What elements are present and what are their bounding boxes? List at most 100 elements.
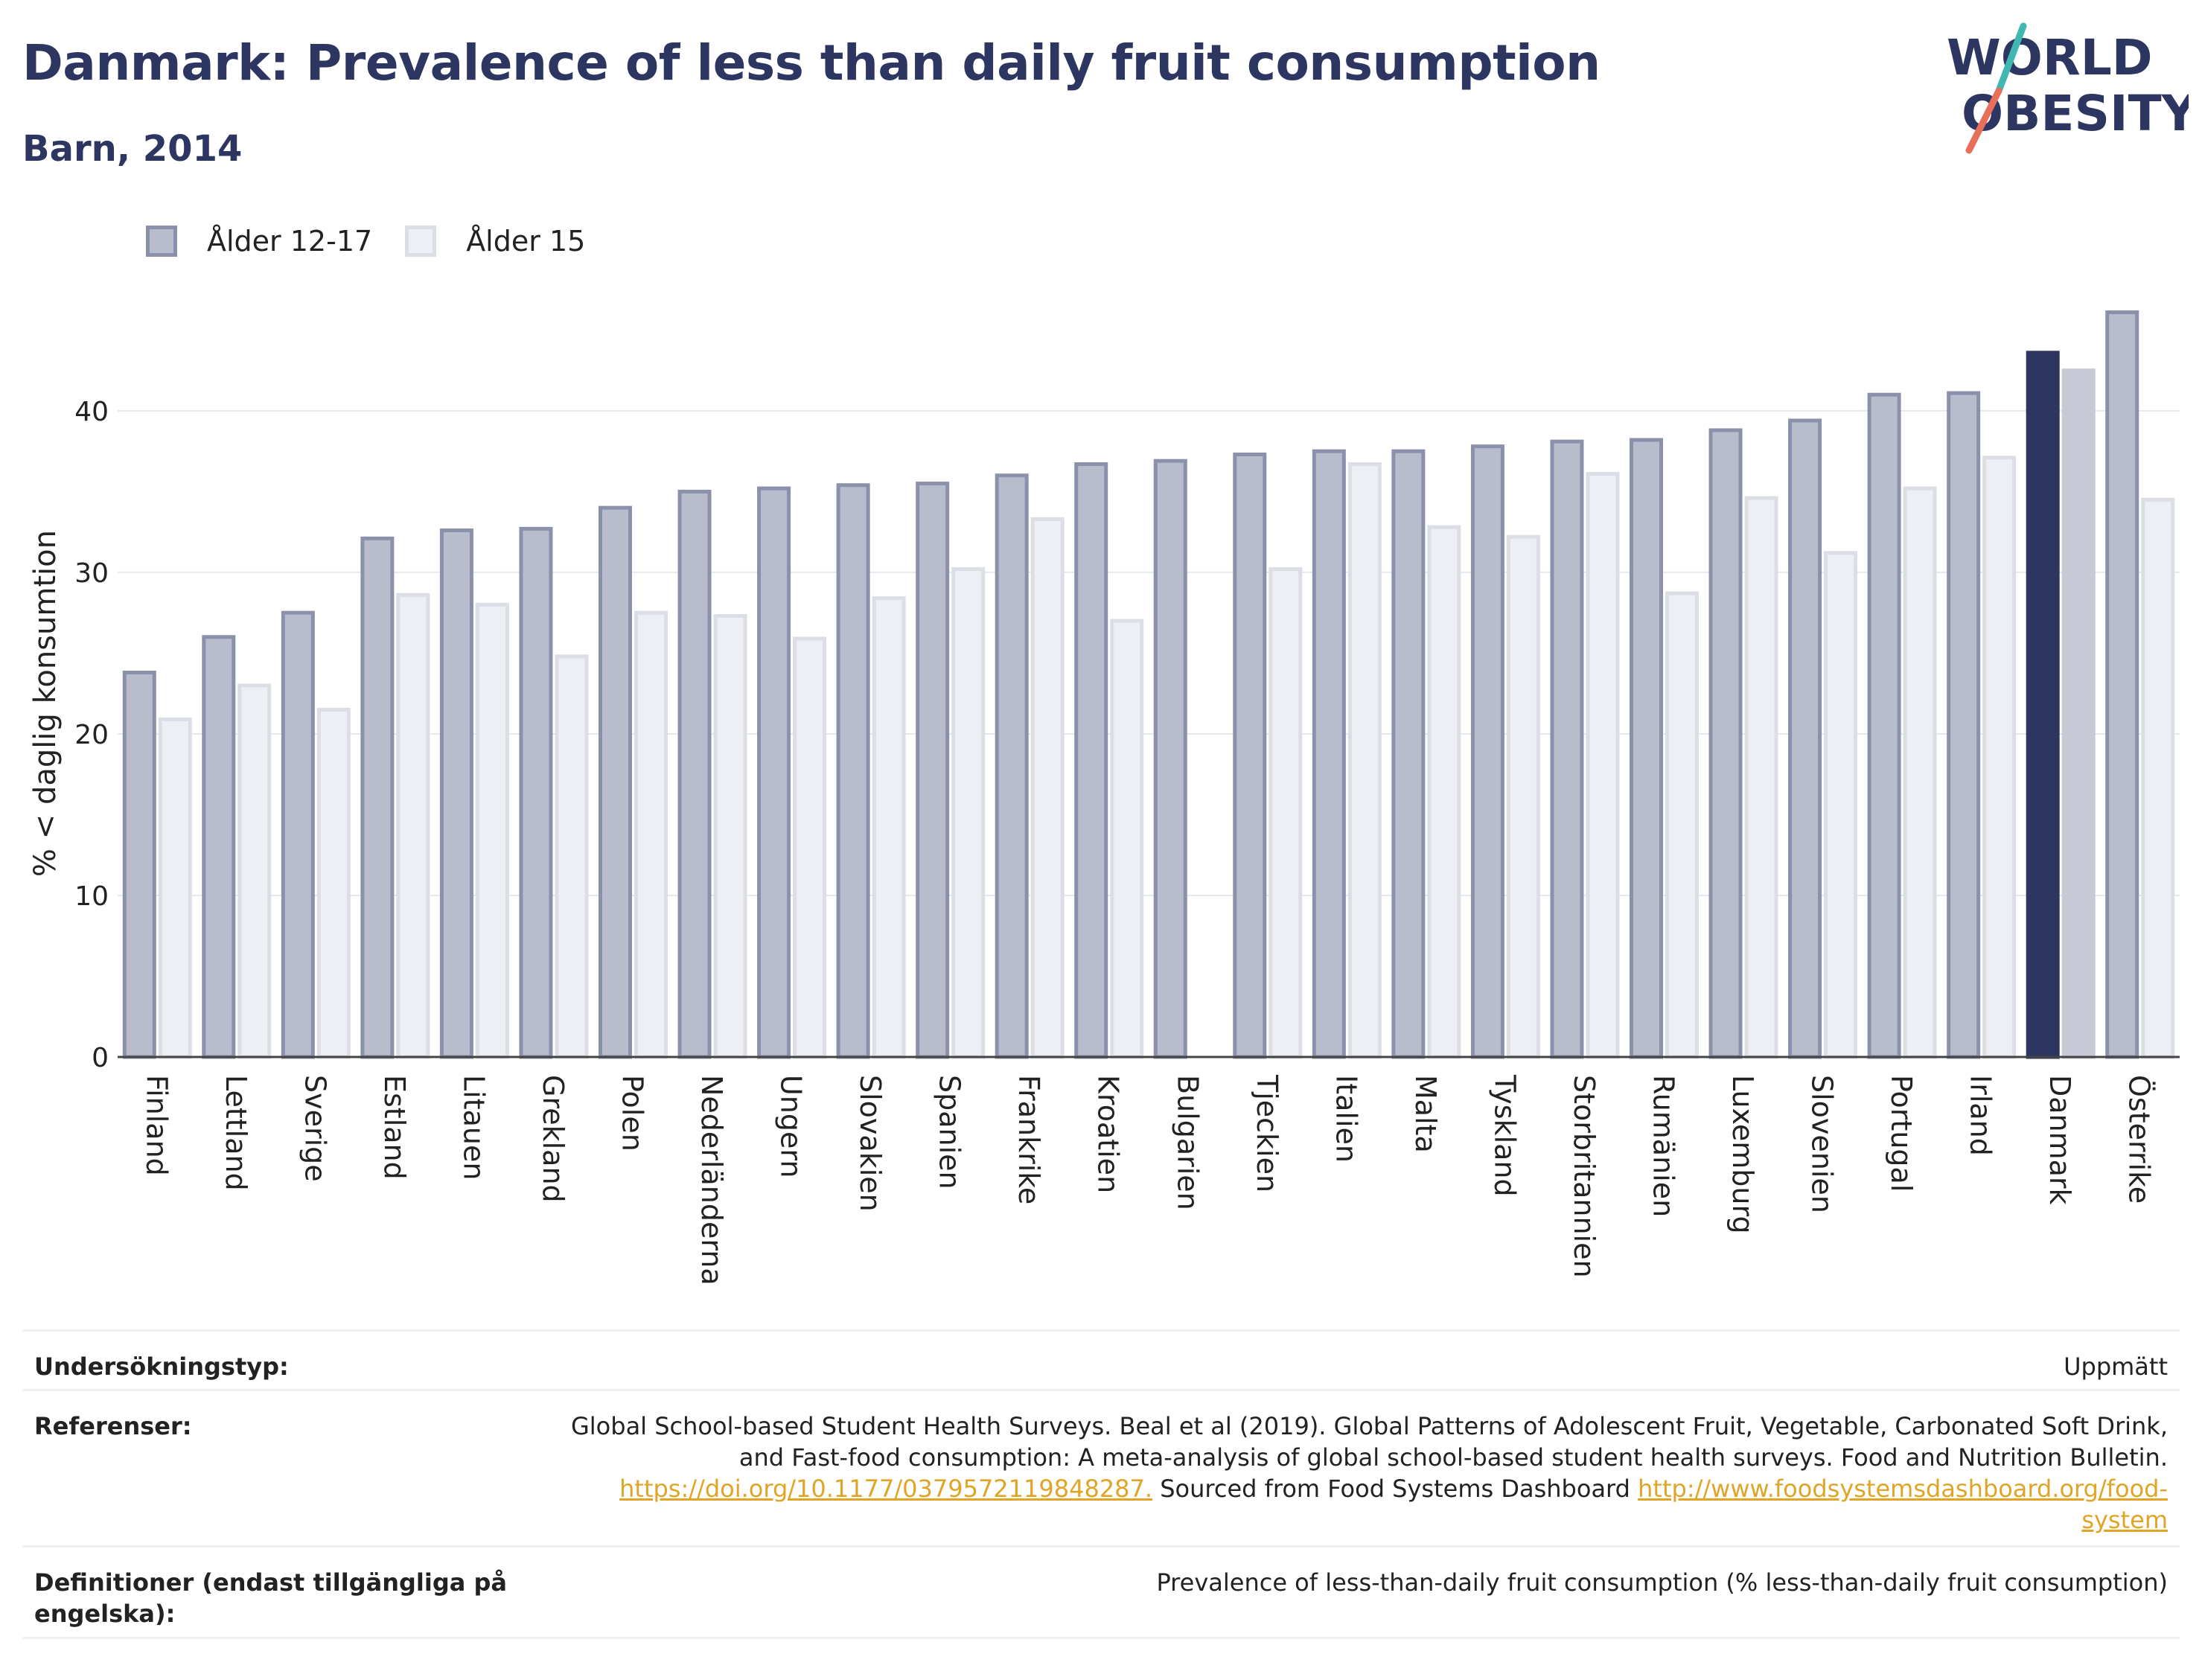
bar-age-12-17[interactable] (202, 635, 236, 1059)
x-category-labels: Finland Lettland Sverige Estland Litauen Grek… (140, 1074, 2155, 1285)
bar-age-12-17[interactable] (122, 670, 156, 1059)
references-label: Referenser: (34, 1412, 192, 1440)
bar-age-12-17[interactable] (2026, 351, 2060, 1059)
bar-age-12-17[interactable] (1788, 418, 1822, 1059)
bar-age-15[interactable] (316, 707, 351, 1059)
bar-age-15[interactable] (634, 610, 668, 1059)
bar-age-15[interactable] (872, 596, 906, 1059)
bar-age-15[interactable] (1744, 496, 1778, 1059)
x-category-label: Spanien (934, 1075, 966, 1189)
bar-age-12-17[interactable] (599, 505, 632, 1059)
info-row-survey-type: Undersökningstyp: Uppmätt (22, 1329, 2180, 1389)
y-axis-title: % < daglig konsumtion (28, 530, 63, 877)
x-category-label: Österrike (2123, 1075, 2156, 1204)
x-category-label: Slovakien (854, 1075, 887, 1212)
bar-age-12-17[interactable] (1391, 449, 1426, 1059)
bar-age-12-17[interactable] (757, 486, 791, 1059)
bar-age-12-17[interactable] (1947, 391, 1981, 1059)
references-text: Global School-based Student Health Surve… (570, 1412, 2168, 1472)
bar-age-12-17[interactable] (1470, 444, 1504, 1059)
bar-age-15[interactable] (1903, 486, 1937, 1059)
legend-label-series-2: Ålder 15 (466, 225, 586, 258)
x-category-label: Lettland (220, 1075, 252, 1191)
x-category-label: Frankrike (1012, 1075, 1045, 1204)
x-category-label: Irland (1965, 1075, 1997, 1156)
info-row-definitions: Definitioner (endast tillgängliga på eng… (22, 1545, 2180, 1639)
x-category-label: Malta (1409, 1075, 1442, 1153)
bar-age-15[interactable] (1427, 525, 1461, 1059)
definitions-value: Prevalence of less-than-daily fruit cons… (1156, 1568, 2168, 1597)
y-tick-label: 20 (74, 720, 109, 750)
bar-age-12-17[interactable] (1074, 462, 1108, 1059)
x-category-label: Slovenien (1806, 1075, 1839, 1213)
y-tick-label: 30 (74, 558, 109, 589)
bar-age-12-17[interactable] (1630, 438, 1663, 1059)
bar-age-12-17[interactable] (1867, 392, 1901, 1059)
bar-age-12-17[interactable] (1708, 428, 1743, 1059)
bar-age-15[interactable] (2141, 497, 2175, 1059)
bar-age-15[interactable] (1586, 472, 1620, 1059)
doi-link[interactable]: https://doi.org/10.1177/0379572119848287… (619, 1475, 1153, 1503)
bar-age-15[interactable] (475, 602, 509, 1059)
x-category-label: Estland (378, 1075, 411, 1180)
bar-age-12-17[interactable] (439, 528, 473, 1059)
info-row-references: Referenser: Global School-based Student … (22, 1389, 2180, 1545)
bar-chart: 0 10 20 30 40 Finland Lettland Sverige Estland L… (28, 310, 2180, 1285)
bar-age-15[interactable] (793, 636, 827, 1059)
y-tick-label: 40 (74, 397, 109, 427)
x-category-label: Tyskland (1488, 1074, 1521, 1197)
x-category-label: Sverige (299, 1075, 331, 1182)
bar-age-12-17[interactable] (677, 489, 712, 1059)
bar-age-15[interactable] (1030, 517, 1065, 1059)
x-category-label: Tjeckien (1251, 1074, 1283, 1192)
x-category-label: Danmark (2043, 1075, 2076, 1205)
x-category-label: Kroatien (1092, 1075, 1125, 1193)
legend-item-series-2: Ålder 15 (405, 225, 585, 258)
legend-swatch-series-2 (405, 226, 437, 257)
world-obesity-logo: WORLD OBESITY (1947, 22, 2189, 154)
bar-age-15[interactable] (1347, 462, 1382, 1059)
bar-age-12-17[interactable] (916, 482, 950, 1059)
survey-type-label: Undersökningstyp: (34, 1352, 289, 1381)
bar-age-15[interactable] (1824, 551, 1858, 1059)
bar-age-12-17[interactable] (360, 536, 395, 1059)
bar-age-15[interactable] (1506, 534, 1540, 1059)
y-tick-label: 10 (74, 881, 109, 912)
food-systems-link[interactable]: http://www.foodsystemsdashboard.org/food… (1638, 1475, 2168, 1534)
chart-legend: Ålder 12-17 Ålder 15 (146, 220, 618, 262)
x-category-label: Litauen (457, 1075, 490, 1180)
x-category-label: Rumänien (1647, 1075, 1680, 1217)
bar-age-12-17[interactable] (1550, 439, 1584, 1059)
x-category-label: Nederländerna (695, 1075, 728, 1285)
bar-age-12-17[interactable] (1233, 453, 1267, 1059)
bar-age-15[interactable] (158, 717, 192, 1059)
bar-age-12-17[interactable] (1312, 449, 1346, 1059)
bar-age-12-17[interactable] (995, 473, 1029, 1059)
bar-age-15[interactable] (1110, 619, 1144, 1059)
y-tick-labels: 0 10 20 30 40 (74, 397, 109, 1073)
bar-age-15[interactable] (713, 614, 747, 1059)
x-category-label: Bulgarien (1171, 1075, 1204, 1210)
legend-item-series-1: Ålder 12-17 (146, 225, 372, 258)
x-category-label: Storbritannien (1568, 1075, 1601, 1278)
references-mid: Sourced from Food Systems Dashboard (1160, 1475, 1630, 1503)
references-value: Global School-based Student Health Surve… (545, 1411, 2168, 1545)
bar-age-15[interactable] (396, 593, 430, 1059)
bar-age-15[interactable] (2061, 368, 2096, 1059)
bar-age-15[interactable] (1268, 567, 1303, 1059)
bar-age-12-17[interactable] (836, 483, 870, 1059)
legend-label-series-1: Ålder 12-17 (207, 225, 373, 258)
bar-age-15[interactable] (951, 567, 986, 1059)
x-category-label: Polen (616, 1075, 649, 1152)
bar-age-15[interactable] (1665, 591, 1699, 1059)
bar-age-12-17[interactable] (2105, 310, 2139, 1059)
bar-age-15[interactable] (237, 683, 272, 1059)
bar-age-15[interactable] (555, 654, 589, 1059)
bar-age-15[interactable] (1982, 456, 2017, 1059)
x-category-label: Ungern (775, 1075, 808, 1178)
definitions-label: Definitioner (endast tillgängliga på eng… (34, 1568, 507, 1628)
bar-age-12-17[interactable] (1153, 459, 1187, 1059)
x-category-label: Grekland (537, 1075, 569, 1203)
bar-age-12-17[interactable] (519, 526, 553, 1059)
bar-age-12-17[interactable] (281, 610, 315, 1059)
